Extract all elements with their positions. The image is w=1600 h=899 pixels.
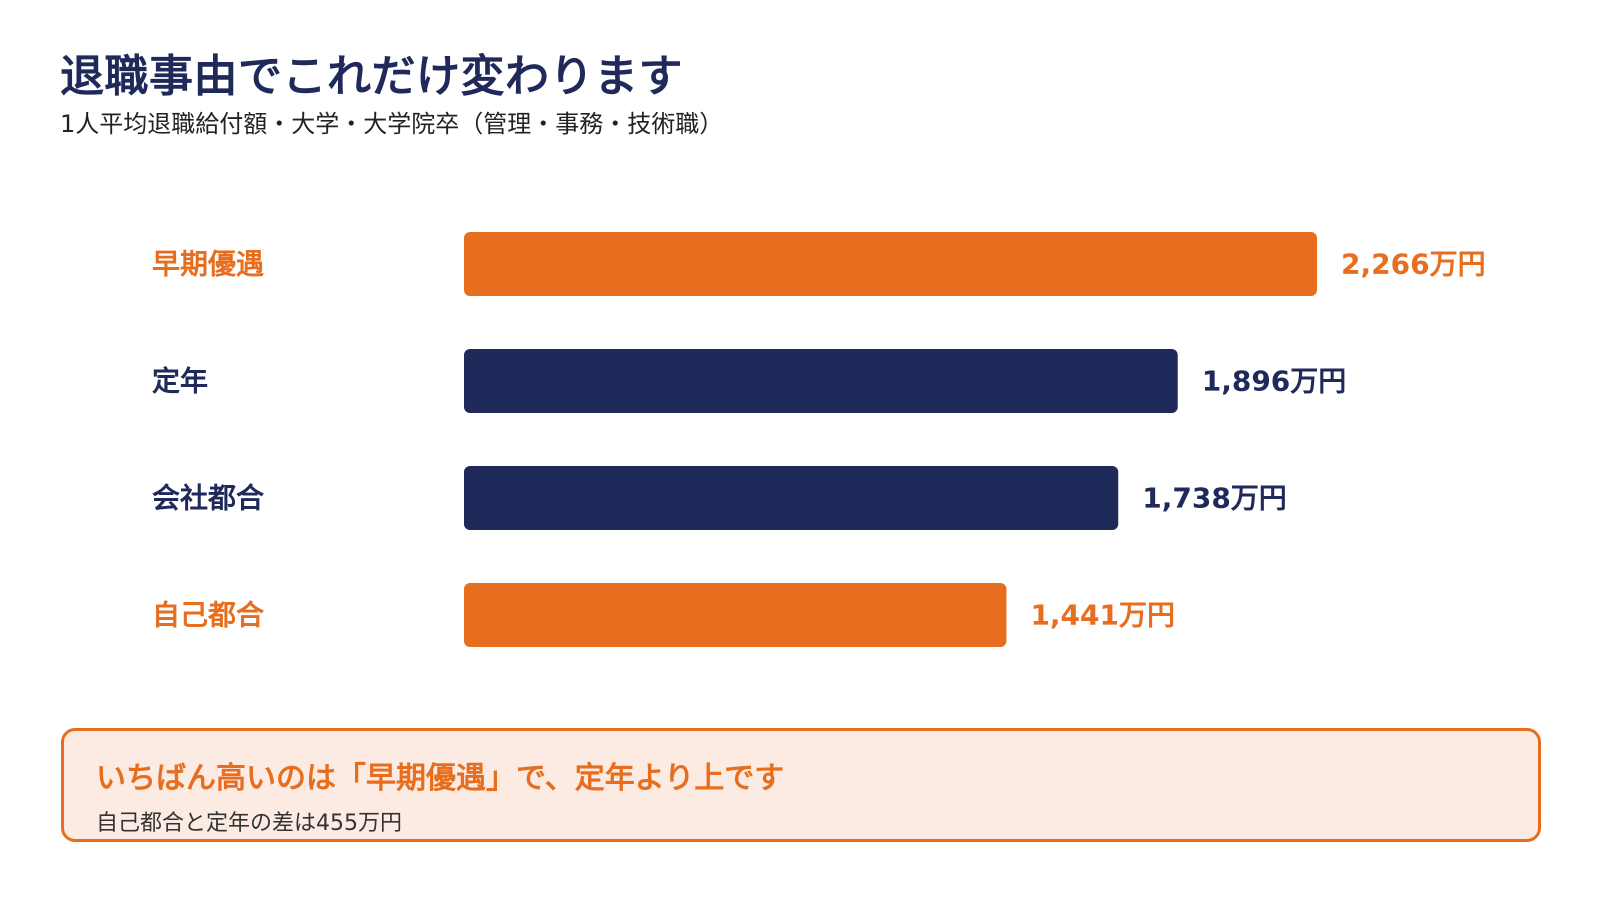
value-label: 1,441万円	[1030, 599, 1175, 632]
value-label: 2,266万円	[1341, 248, 1486, 281]
callout-headline: いちばん高いのは「早期優遇」で、定年より上です	[96, 761, 785, 796]
category-label: 会社都合	[152, 482, 265, 515]
page-subtitle: 1人平均退職給付額・大学・大学院卒（管理・事務・技術職）	[60, 110, 724, 138]
bar	[464, 232, 1317, 296]
page-title: 退職事由でこれだけ変わります	[60, 51, 683, 102]
category-label: 自己都合	[152, 599, 265, 632]
bar	[464, 349, 1178, 413]
summary-callout: いちばん高いのは「早期優遇」で、定年より上です 自己都合と定年の差は455万円	[61, 728, 1541, 842]
category-label: 早期優遇	[152, 248, 264, 281]
bar	[464, 466, 1119, 530]
category-label: 定年	[152, 365, 208, 398]
value-label: 1,738万円	[1142, 482, 1287, 515]
bar	[464, 583, 1007, 647]
value-label: 1,896万円	[1202, 365, 1347, 398]
callout-note: 自己都合と定年の差は455万円	[96, 811, 402, 836]
